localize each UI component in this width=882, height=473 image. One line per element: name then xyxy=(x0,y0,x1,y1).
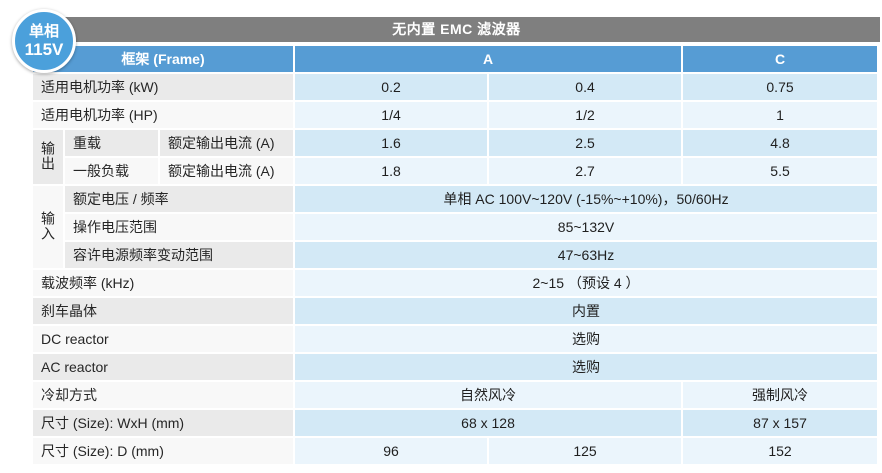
value-cell: 0.4 xyxy=(489,74,682,100)
table-row-output-normal: 一般负载 额定输出电流 (A) 1.8 2.7 5.5 xyxy=(33,158,878,184)
frame-c-header-cell: C xyxy=(683,46,878,72)
badge-phase-label: 单相 xyxy=(28,23,59,40)
row-label: 适用电机功率 (HP) xyxy=(33,102,294,128)
value-cell: 47~63Hz xyxy=(295,242,878,268)
value-cell: 1/2 xyxy=(489,102,682,128)
row-sublabel: 重载 xyxy=(65,130,158,156)
output-group-cell: 输出 xyxy=(33,130,63,184)
table-row-frequency-tolerance: 容许电源频率变动范围 47~63Hz xyxy=(33,242,878,268)
value-cell: 1.8 xyxy=(295,158,488,184)
row-label: 容许电源频率变动范围 xyxy=(65,242,294,268)
table-row-motor-hp: 适用电机功率 (HP) 1/4 1/2 1 xyxy=(33,102,878,128)
table-row-motor-kw: 适用电机功率 (kW) 0.2 0.4 0.75 xyxy=(33,74,878,100)
value-cell: 自然风冷 xyxy=(295,382,682,408)
row-label: 额定电压 / 频率 xyxy=(65,186,294,212)
value-cell: 4.8 xyxy=(683,130,878,156)
value-cell: 152 xyxy=(683,438,878,464)
value-cell: 1/4 xyxy=(295,102,488,128)
row-sublabel: 额定输出电流 (A) xyxy=(160,158,294,184)
value-cell: 85~132V xyxy=(295,214,878,240)
row-label: 载波频率 (kHz) xyxy=(33,270,294,296)
row-sublabel: 额定输出电流 (A) xyxy=(160,130,294,156)
value-cell: 1 xyxy=(683,102,878,128)
value-cell: 125 xyxy=(489,438,682,464)
emc-filter-title: 无内置 EMC 滤波器 xyxy=(33,17,880,42)
table-row-carrier-frequency: 载波频率 (kHz) 2~15 （预设 4 ） xyxy=(33,270,878,296)
table-row-cooling: 冷却方式 自然风冷 强制风冷 xyxy=(33,382,878,408)
value-cell: 2.5 xyxy=(489,130,682,156)
value-cell: 1.6 xyxy=(295,130,488,156)
row-label: AC reactor xyxy=(33,354,294,380)
input-group-cell: 输入 xyxy=(33,186,63,268)
row-label: 冷却方式 xyxy=(33,382,294,408)
value-cell: 0.75 xyxy=(683,74,878,100)
table-row-dc-reactor: DC reactor 选购 xyxy=(33,326,878,352)
row-label: 尺寸 (Size): WxH (mm) xyxy=(33,410,294,436)
table-row-size-d: 尺寸 (Size): D (mm) 96 125 152 xyxy=(33,438,878,464)
frame-a-header-cell: A xyxy=(295,46,682,72)
row-label: 适用电机功率 (kW) xyxy=(33,74,294,100)
row-label: DC reactor xyxy=(33,326,294,352)
frame-header-cell: 框架 (Frame) xyxy=(33,46,294,72)
table-row-rated-voltage: 输入 额定电压 / 频率 单相 AC 100V~120V (-15%~+10%)… xyxy=(33,186,878,268)
value-cell: 内置 xyxy=(295,298,878,324)
value-cell: 2~15 （预设 4 ） xyxy=(295,270,878,296)
table-row-brake-chopper: 刹车晶体 内置 xyxy=(33,298,878,324)
value-cell: 单相 AC 100V~120V (-15%~+10%)，50/60Hz xyxy=(295,186,878,212)
table-row-operating-voltage: 操作电压范围 85~132V xyxy=(33,214,878,240)
spec-table: 框架 (Frame) A C 适用电机功率 (kW) 0.2 0.4 0.75 … xyxy=(31,44,879,466)
phase-voltage-badge: 单相 115V xyxy=(12,9,76,73)
value-cell: 96 xyxy=(295,438,488,464)
value-cell: 0.2 xyxy=(295,74,488,100)
output-group-label: 输出 xyxy=(40,140,56,171)
value-cell: 68 x 128 xyxy=(295,410,682,436)
row-label: 尺寸 (Size): D (mm) xyxy=(33,438,294,464)
table-row-output-heavy: 输出 重载 额定输出电流 (A) 1.6 2.5 4.8 xyxy=(33,130,878,184)
input-group-label: 输入 xyxy=(40,210,56,241)
row-label: 刹车晶体 xyxy=(33,298,294,324)
value-cell: 87 x 157 xyxy=(683,410,878,436)
table-row-ac-reactor: AC reactor 选购 xyxy=(33,354,878,380)
row-sublabel: 一般负载 xyxy=(65,158,158,184)
table-header-row: 框架 (Frame) A C xyxy=(33,46,878,72)
badge-voltage-label: 115V xyxy=(24,40,64,59)
value-cell: 强制风冷 xyxy=(683,382,878,408)
value-cell: 选购 xyxy=(295,326,878,352)
row-label: 操作电压范围 xyxy=(65,214,294,240)
value-cell: 5.5 xyxy=(683,158,878,184)
table-row-size-wxh: 尺寸 (Size): WxH (mm) 68 x 128 87 x 157 xyxy=(33,410,878,436)
value-cell: 选购 xyxy=(295,354,878,380)
value-cell: 2.7 xyxy=(489,158,682,184)
